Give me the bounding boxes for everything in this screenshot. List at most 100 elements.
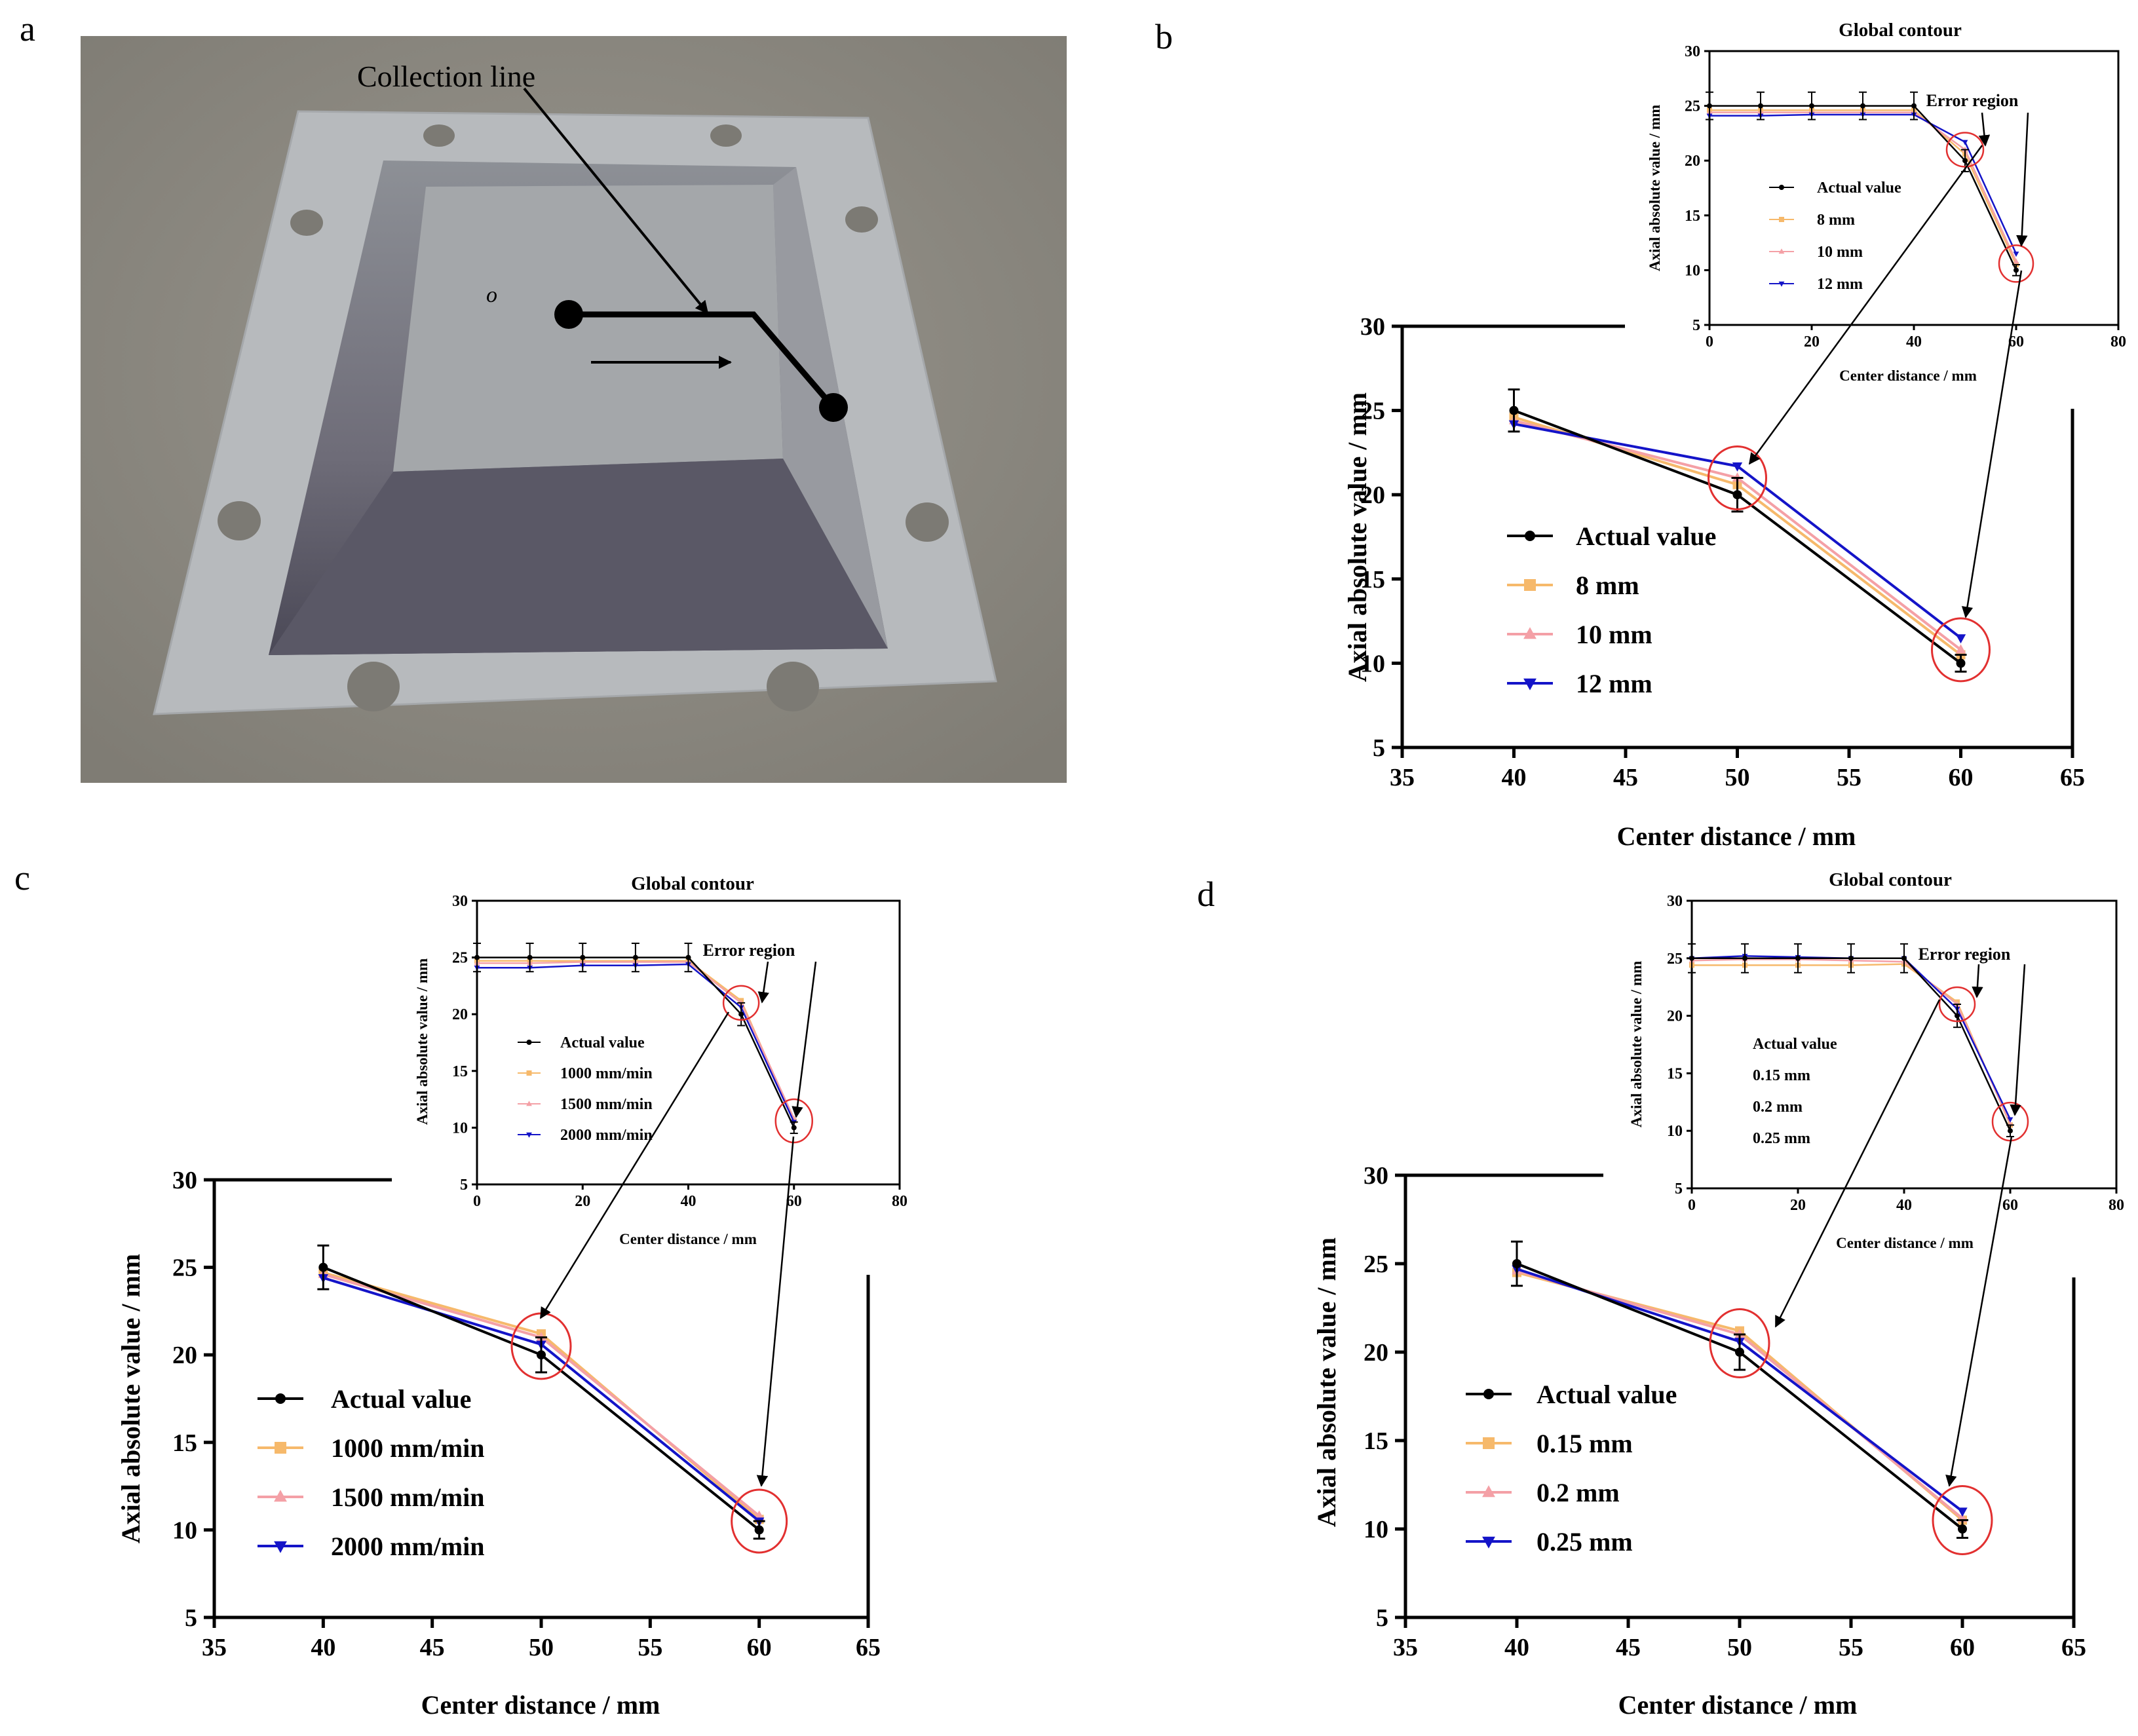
- inset-y-tick-label: 20: [452, 1006, 468, 1023]
- main-y-tick-label: 20: [172, 1342, 197, 1369]
- annotation-arrow: [2010, 964, 2026, 1116]
- inset-y-tick-label: 25: [452, 950, 468, 967]
- inset-x-tick-label: 40: [1906, 333, 1922, 350]
- main-y-tick-label: 25: [1364, 1251, 1388, 1278]
- main-x-tick-label: 45: [1616, 1634, 1641, 1661]
- error-region-label: Error region: [1918, 945, 2011, 964]
- inset-data-point: [1911, 103, 1917, 109]
- annotation-arrow: [756, 1136, 795, 1487]
- legend-label: Actual value: [1537, 1380, 1677, 1409]
- inset-x-tick-label: 80: [2109, 1197, 2124, 1214]
- inset-x-tick-label: 0: [1706, 333, 1713, 350]
- inset-legend-marker: [1779, 217, 1784, 222]
- legend-marker: [1524, 579, 1536, 591]
- main-y-tick-label: 30: [1364, 1162, 1388, 1190]
- inset-legend-marker: [526, 1040, 532, 1045]
- annotation-arrow: [2016, 112, 2029, 247]
- main-y-tick-label: 30: [1360, 313, 1385, 341]
- panel-letter-a: a: [20, 9, 35, 48]
- annotation-arrow: [1972, 964, 1983, 998]
- inset-x-tick-label: 0: [1688, 1197, 1696, 1214]
- inset-data-point: [1707, 103, 1712, 109]
- annotation-arrow: [1748, 145, 1983, 465]
- panel-letter-c: c: [14, 858, 30, 897]
- annotation-arrow: [1961, 270, 2023, 618]
- inset-legend-marker: [526, 1101, 532, 1106]
- legend-marker: [1483, 1389, 1494, 1399]
- data-point: [754, 1510, 765, 1520]
- inset-data-point: [1860, 103, 1865, 109]
- inset-data-point: [685, 954, 691, 960]
- mount-hole: [767, 662, 819, 711]
- panel-letter-d: d: [1197, 875, 1215, 914]
- mount-hole: [290, 210, 323, 236]
- legend-marker: [274, 1541, 287, 1553]
- inset-y-tick-label: 30: [1685, 43, 1700, 60]
- inset-y-tick-label: 10: [1685, 262, 1700, 279]
- main-x-axis-label: Center distance / mm: [1617, 821, 1856, 851]
- annotation-arrow: [1774, 999, 1941, 1328]
- legend-marker: [1482, 1485, 1495, 1498]
- legend-label: 8 mm: [1576, 571, 1639, 600]
- legend-marker: [274, 1490, 287, 1502]
- annotation-arrow: [792, 961, 817, 1118]
- inset-d: 0 20 40 60 80 5 10 15 20 25 30 Global contour Center…: [1628, 869, 2124, 1251]
- main-x-tick-label: 60: [747, 1634, 772, 1661]
- inset-y-tick-label: 30: [452, 893, 468, 910]
- main-y-axis-label: Axial absolute value / mm: [116, 1254, 145, 1543]
- inset-legend-label: Actual value: [1817, 179, 1901, 197]
- inset-x-tick-label: 40: [1896, 1197, 1912, 1214]
- legend-label: Actual value: [331, 1384, 471, 1414]
- inset-x-axis-label: Center distance / mm: [619, 1231, 757, 1247]
- data-point: [1735, 1348, 1744, 1357]
- inset-data-point: [1689, 955, 1694, 961]
- legend-label: 0.15 mm: [1537, 1429, 1633, 1458]
- inset-data-point: [2013, 258, 2019, 264]
- inset-legend-marker: [1779, 185, 1784, 190]
- inset-data-point: [1901, 955, 1907, 961]
- annotation-arrow: [539, 1011, 730, 1319]
- legend-label: 12 mm: [1576, 669, 1652, 698]
- inset-legend-label: 0.25 mm: [1753, 1130, 1810, 1147]
- inset-x-tick-label: 20: [1804, 333, 1820, 350]
- cavity-top-face: [393, 185, 783, 472]
- inset-data-point: [2014, 267, 2019, 273]
- main-x-tick-label: 50: [1725, 764, 1750, 791]
- inset-data-point: [791, 1125, 797, 1131]
- inset-y-tick-label: 5: [460, 1177, 468, 1194]
- main-x-tick-label: 60: [1950, 1634, 1975, 1661]
- inset-y-tick-label: 25: [1667, 951, 1683, 968]
- main-x-axis-label: Center distance / mm: [1618, 1690, 1858, 1720]
- inset-data-point: [1742, 955, 1747, 961]
- error-region-circle: [1932, 1485, 1993, 1555]
- inset-error-region-circle: [1998, 244, 2034, 283]
- main-x-tick-label: 55: [638, 1634, 662, 1661]
- inset-data-point: [1809, 103, 1814, 109]
- legend-label: 2000 mm/min: [331, 1532, 484, 1561]
- inset-x-tick-label: 80: [2110, 333, 2126, 350]
- inset-legend-label: 2000 mm/min: [560, 1127, 653, 1144]
- inset-data-point: [2007, 1117, 2014, 1123]
- annotation-arrow: [1945, 1136, 2013, 1487]
- main-y-tick-label: 10: [172, 1517, 197, 1544]
- mount-hole: [710, 124, 742, 147]
- mount-hole: [423, 124, 455, 147]
- inset-y-tick-label: 10: [1667, 1123, 1683, 1140]
- inset-legend-marker: [1778, 281, 1785, 287]
- main-x-tick-label: 40: [1504, 1634, 1529, 1661]
- inset-x-tick-label: 60: [2002, 1197, 2018, 1214]
- legend-marker: [1483, 1437, 1495, 1449]
- inset-y-tick-label: 15: [1667, 1065, 1683, 1082]
- main-x-tick-label: 40: [311, 1634, 335, 1661]
- origin-label: o: [486, 283, 497, 307]
- legend-label: 1000 mm/min: [331, 1433, 484, 1463]
- main-y-axis-label: Axial absolute value / mm: [1312, 1237, 1341, 1527]
- inset-error-region-circle: [774, 1098, 813, 1144]
- legend-marker: [1482, 1536, 1495, 1549]
- data-point: [1955, 634, 1966, 644]
- inset-legend-label: 10 mm: [1817, 244, 1863, 261]
- annotation-arrow: [757, 961, 769, 1004]
